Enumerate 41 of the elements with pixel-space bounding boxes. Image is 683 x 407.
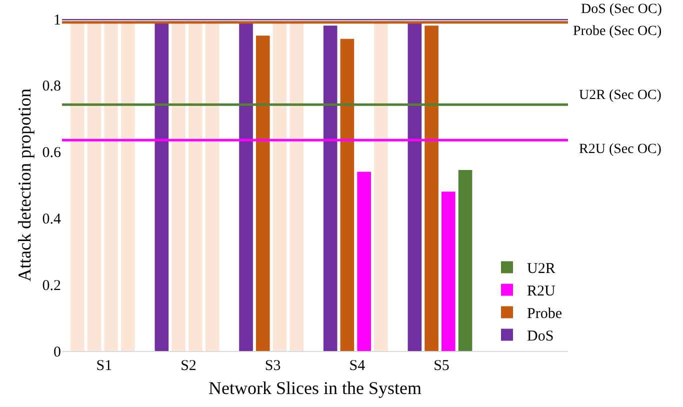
- bar: [357, 172, 371, 351]
- bar: [340, 38, 354, 351]
- ref-line-label: R2U (Sec OC): [579, 142, 662, 157]
- bar: [290, 22, 304, 351]
- ref-line-label: DoS (Sec OC): [581, 2, 662, 17]
- ref-line-label: Probe (Sec OC): [573, 24, 662, 39]
- ref-line-label: U2R (Sec OC): [579, 88, 662, 103]
- y-tick-label: 0.4: [42, 211, 62, 228]
- bar: [458, 170, 472, 351]
- bar: [121, 22, 135, 351]
- y-tick-label: 0.6: [42, 145, 62, 162]
- y-tick-label: 0.2: [42, 278, 61, 294]
- bar: [205, 22, 220, 351]
- bar: [374, 22, 388, 351]
- bar: [239, 22, 253, 351]
- x-tick-label: S2: [180, 358, 196, 374]
- bar: [87, 22, 102, 351]
- y-tick-label: 1: [54, 12, 61, 28]
- bar: [323, 26, 338, 351]
- legend-label: U2R: [527, 261, 556, 278]
- legend-label: Probe: [527, 306, 562, 322]
- bar: [424, 26, 438, 351]
- bar: [188, 22, 202, 351]
- bar: [154, 22, 169, 351]
- bar: [272, 22, 287, 351]
- bar: [104, 22, 118, 351]
- bar: [442, 192, 456, 351]
- bar: [70, 22, 84, 351]
- legend-label: R2U: [527, 284, 556, 300]
- x-tick-label: S4: [349, 358, 366, 374]
- y-axis-title: Attack detection propotion: [14, 88, 34, 282]
- y-tick-label: 0: [54, 344, 61, 360]
- bar: [172, 22, 186, 351]
- x-axis-title: Network Slices in the System: [208, 378, 422, 398]
- x-tick-label: S5: [434, 358, 450, 374]
- x-tick-label: S1: [96, 358, 112, 374]
- x-tick-label: S3: [264, 358, 281, 374]
- y-tick-label: 0.8: [42, 78, 61, 95]
- bar: [256, 36, 270, 351]
- bar: [408, 22, 422, 351]
- legend-label: DoS: [527, 328, 554, 345]
